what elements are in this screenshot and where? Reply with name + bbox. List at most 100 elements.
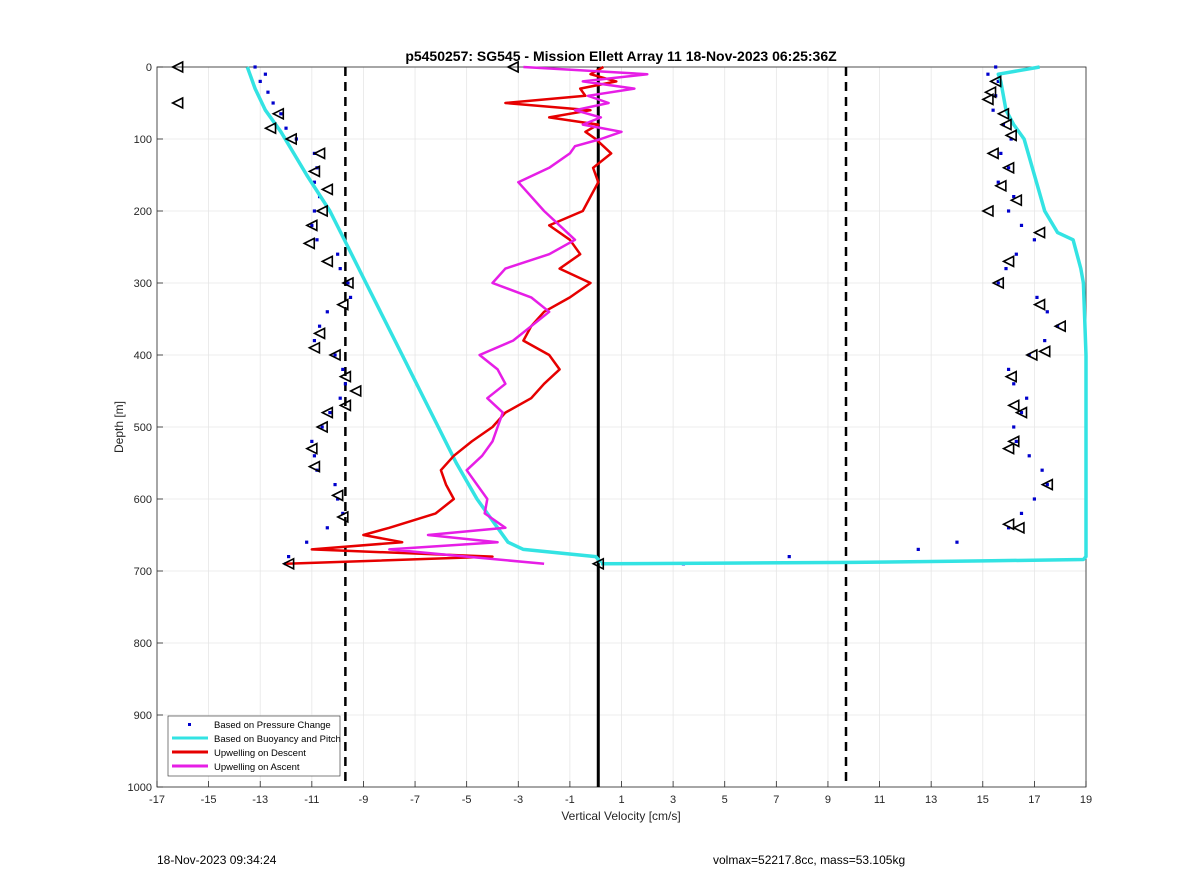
pressure-change-point <box>312 180 317 184</box>
pressure-change-point <box>1032 497 1036 501</box>
pressure-change-point <box>1012 195 1016 199</box>
triangle-marker <box>1006 399 1020 412</box>
triangle-marker <box>305 219 318 232</box>
pressure-change-point <box>1027 353 1031 357</box>
pressure-change-point <box>1006 367 1011 371</box>
pressure-change-point <box>1025 396 1029 400</box>
x-tick-label: 3 <box>670 794 676 806</box>
triangle-marker <box>315 204 328 218</box>
triangle-marker <box>170 96 184 110</box>
x-tick-label: 17 <box>1028 794 1040 806</box>
x-tick-label: -7 <box>410 794 420 806</box>
triangle-marker <box>336 510 349 524</box>
pressure-change-point <box>1014 252 1018 256</box>
pressure-change-point <box>341 511 345 515</box>
pressure-change-point <box>310 223 314 227</box>
legend-label: Upwelling on Ascent <box>214 762 300 773</box>
triangle-marker <box>312 327 326 340</box>
pressure-change-point <box>336 497 340 501</box>
pressure-change-point <box>315 238 319 242</box>
triangle-marker <box>1001 161 1015 175</box>
pressure-change-point <box>341 367 345 371</box>
triangle-marker <box>996 107 1010 121</box>
y-tick-label: 700 <box>134 566 152 578</box>
pressure-change-point <box>1006 526 1011 530</box>
pressure-change-point <box>1043 339 1047 343</box>
triangle-marker <box>981 93 994 106</box>
pressure-change-point <box>320 425 324 429</box>
x-tick-label: 15 <box>977 794 989 806</box>
buoyancy-pitch-ascent-line <box>600 65 1088 566</box>
triangle-marker <box>307 165 321 178</box>
pressure-change-point <box>916 547 920 551</box>
y-tick-label: 300 <box>134 278 152 290</box>
glider-parameters: volmax=52217.8cc, mass=53.105kg <box>713 853 906 867</box>
x-tick-label: 7 <box>773 794 779 806</box>
pressure-change-point <box>986 72 990 76</box>
triangle-marker <box>348 384 362 398</box>
y-tick-label: 0 <box>146 62 152 74</box>
x-tick-label: -11 <box>304 794 319 806</box>
pressure-change-point <box>338 396 342 400</box>
pressure-change-point <box>266 90 270 94</box>
pressure-change-point <box>333 483 337 487</box>
pressure-change-point <box>305 540 309 544</box>
legend-item-upwelling-descent: Upwelling on Descent <box>172 748 306 759</box>
triangle-marker <box>999 118 1012 131</box>
triangle-marker <box>983 85 997 99</box>
legend-item-upwelling-ascent: Upwelling on Ascent <box>172 762 300 773</box>
x-tick-label: -9 <box>359 794 369 806</box>
pressure-change-point <box>325 310 329 314</box>
triangle-marker <box>320 406 334 419</box>
legend: Based on Pressure Change Based on Buoyan… <box>167 715 341 777</box>
pressure-change-point <box>346 281 350 285</box>
triangle-marker <box>307 460 321 473</box>
x-tick-label: 13 <box>925 794 937 806</box>
pressure-change-point <box>1009 137 1013 141</box>
pressure-change-point <box>338 267 342 271</box>
pressure-change-point <box>279 112 283 116</box>
triangle-marker <box>170 60 184 74</box>
pressure-change-point <box>284 126 288 130</box>
y-tick-label: 900 <box>134 710 152 722</box>
triangle-marker <box>263 121 277 135</box>
triangle-markers <box>170 60 1066 571</box>
triangle-marker <box>506 60 519 74</box>
triangle-marker <box>320 183 334 196</box>
y-tick-label: 500 <box>134 422 152 434</box>
triangle-marker <box>315 420 328 434</box>
pressure-change-point <box>1032 238 1036 242</box>
y-tick-label: 200 <box>134 206 152 218</box>
pressure-change-point <box>1035 295 1039 299</box>
pressure-change-point <box>287 555 291 559</box>
pressure-change-point <box>1012 425 1016 429</box>
pressure-change-point <box>263 72 267 76</box>
pressure-change-point <box>343 382 347 386</box>
triangle-marker <box>284 132 297 146</box>
pressure-change-point <box>312 339 317 343</box>
y-axis-label: Depth [m] <box>112 401 126 453</box>
pressure-change-point <box>336 252 340 256</box>
y-tick-label: 800 <box>134 638 152 650</box>
triangle-marker <box>1025 348 1038 362</box>
legend-label: Based on Pressure Change <box>214 720 331 731</box>
triangle-marker <box>981 204 994 218</box>
legend-item-buoyancy-pitch: Based on Buoyancy and Pitch <box>172 734 341 745</box>
triangle-marker <box>302 237 316 250</box>
y-tick-label: 600 <box>134 494 152 506</box>
x-tick-label: -15 <box>201 794 217 806</box>
pressure-change-point <box>348 295 353 299</box>
triangle-marker <box>1014 406 1028 419</box>
x-tick-label: -5 <box>462 794 472 806</box>
triangle-marker <box>986 147 999 160</box>
reference-lines <box>344 67 848 787</box>
legend-item-pressure-change: Based on Pressure Change <box>188 720 331 731</box>
triangle-marker <box>1040 478 1054 491</box>
triangle-marker <box>1004 370 1017 383</box>
pressure-change-point <box>1006 166 1011 170</box>
pressure-change-point <box>787 555 791 559</box>
pressure-change-point <box>328 411 332 415</box>
pressure-change-point <box>1019 223 1024 227</box>
triangle-marker <box>312 147 326 160</box>
triangle-marker <box>591 557 605 571</box>
